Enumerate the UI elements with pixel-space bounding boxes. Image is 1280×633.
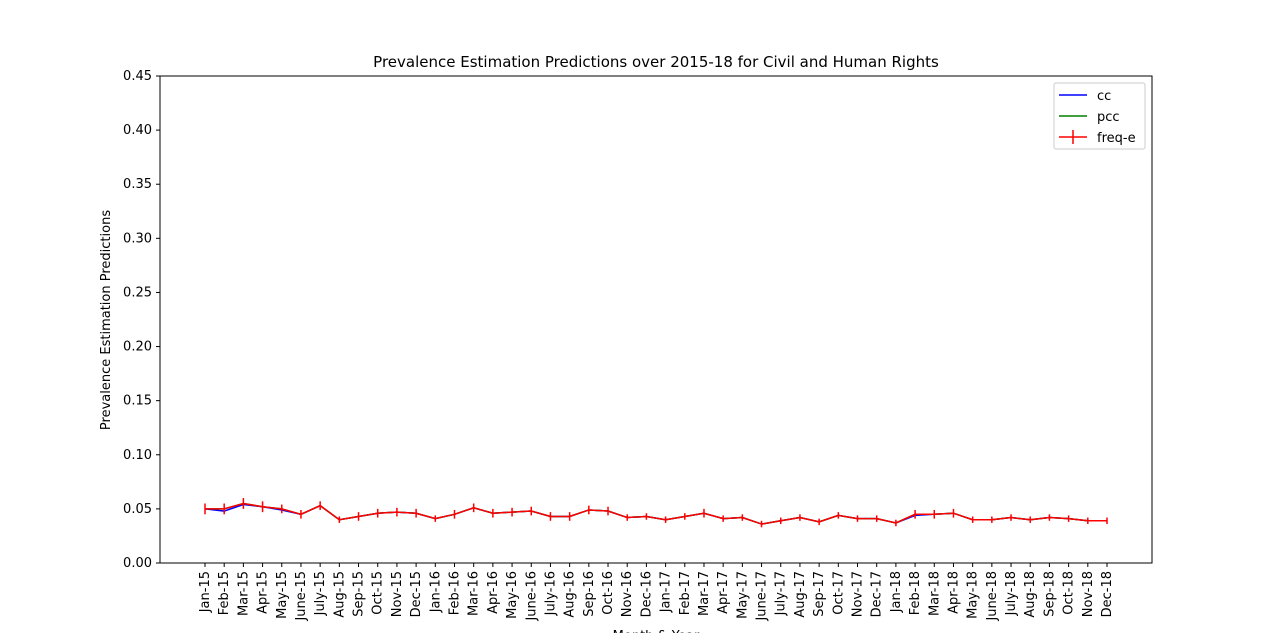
x-tick-label: Aug-15: [332, 571, 347, 618]
x-tick-label: Apr-15: [256, 571, 271, 614]
x-tick-label: Aug-18: [1023, 571, 1038, 618]
x-tick-label: Nov-18: [1081, 571, 1096, 617]
y-tick-label: 0.35: [123, 177, 152, 192]
legend-box: [1053, 82, 1146, 150]
x-tick-label: Aug-16: [563, 571, 578, 618]
x-tick-label: July-18: [1004, 571, 1019, 616]
x-tick-label: Feb-18: [908, 571, 923, 615]
x-tick-label: Dec-18: [1100, 571, 1115, 617]
x-tick-label: June-17: [755, 571, 770, 622]
x-tick-label: July-17: [774, 571, 789, 616]
x-tick-label: Sep-16: [582, 571, 597, 617]
x-tick-label: Apr-18: [946, 571, 961, 614]
y-tick-label: 0.20: [123, 340, 152, 355]
series-line: [205, 502, 1107, 525]
x-tick-label: Feb-16: [447, 571, 462, 615]
legend-label: freq-e: [1097, 131, 1136, 146]
series-line: [204, 503, 1107, 525]
x-tick-label: July-15: [313, 571, 328, 616]
x-tick-label: Jan-15: [198, 571, 213, 613]
y-tick-label: 0.45: [123, 69, 152, 84]
series-line: [205, 502, 1107, 525]
x-tick-label: Mar-18: [927, 571, 942, 616]
x-tick-label: Sep-18: [1042, 571, 1057, 617]
x-tick-label: Oct-17: [831, 571, 846, 615]
x-tick-label: June-16: [524, 571, 539, 622]
x-tick-label: Mar-17: [697, 571, 712, 616]
x-tick-label: Jan-17: [659, 571, 674, 613]
x-tick-label: Apr-17: [716, 571, 731, 614]
x-tick-label: May-16: [505, 571, 520, 619]
x-tick-label: Aug-17: [793, 571, 808, 618]
y-tick-label: 0.25: [123, 285, 152, 300]
y-tick-label: 0.00: [123, 556, 152, 571]
x-tick-label: Jan-18: [889, 571, 904, 613]
x-tick-label: May-17: [735, 571, 750, 619]
x-tick-label: May-18: [966, 571, 981, 619]
x-tick-label: Dec-17: [870, 571, 885, 617]
x-tick-label: Dec-16: [639, 571, 654, 617]
x-tick-label: Dec-15: [409, 571, 424, 617]
y-tick-label: 0.40: [123, 123, 152, 138]
x-tick-label: July-16: [543, 571, 558, 616]
y-tick-label: 0.10: [123, 448, 152, 463]
plot-frame: [159, 75, 1153, 564]
x-tick-label: Sep-17: [812, 571, 827, 617]
x-tick-label: Nov-15: [390, 571, 405, 617]
y-tick-label: 0.30: [123, 231, 152, 246]
legend-label: cc: [1097, 89, 1111, 104]
y-tick-label: 0.15: [123, 394, 152, 409]
x-axis-label: Month & Year: [613, 629, 700, 633]
x-tick-label: Oct-18: [1062, 571, 1077, 615]
x-tick-label: May-15: [275, 571, 290, 619]
x-tick-label: Oct-16: [601, 571, 616, 615]
y-axis-label: Prevalence Estimation Predictions: [99, 210, 114, 430]
x-tick-label: Sep-15: [352, 571, 367, 617]
x-tick-label: June-18: [985, 571, 1000, 622]
x-tick-label: Nov-17: [851, 571, 866, 617]
x-tick-label: Mar-16: [467, 571, 482, 616]
x-tick-label: Apr-16: [486, 571, 501, 614]
x-tick-label: Nov-16: [620, 571, 635, 617]
x-tick-label: Oct-15: [371, 571, 386, 615]
legend-label: pcc: [1097, 110, 1120, 125]
y-tick-label: 0.05: [123, 502, 152, 517]
x-tick-label: June-15: [294, 571, 309, 622]
x-tick-label: Feb-17: [678, 571, 693, 615]
x-tick-label: Jan-16: [428, 571, 443, 613]
x-tick-label: Feb-15: [217, 571, 232, 615]
x-tick-label: Mar-15: [236, 571, 251, 616]
chart-title: Prevalence Estimation Predictions over 2…: [373, 53, 939, 71]
